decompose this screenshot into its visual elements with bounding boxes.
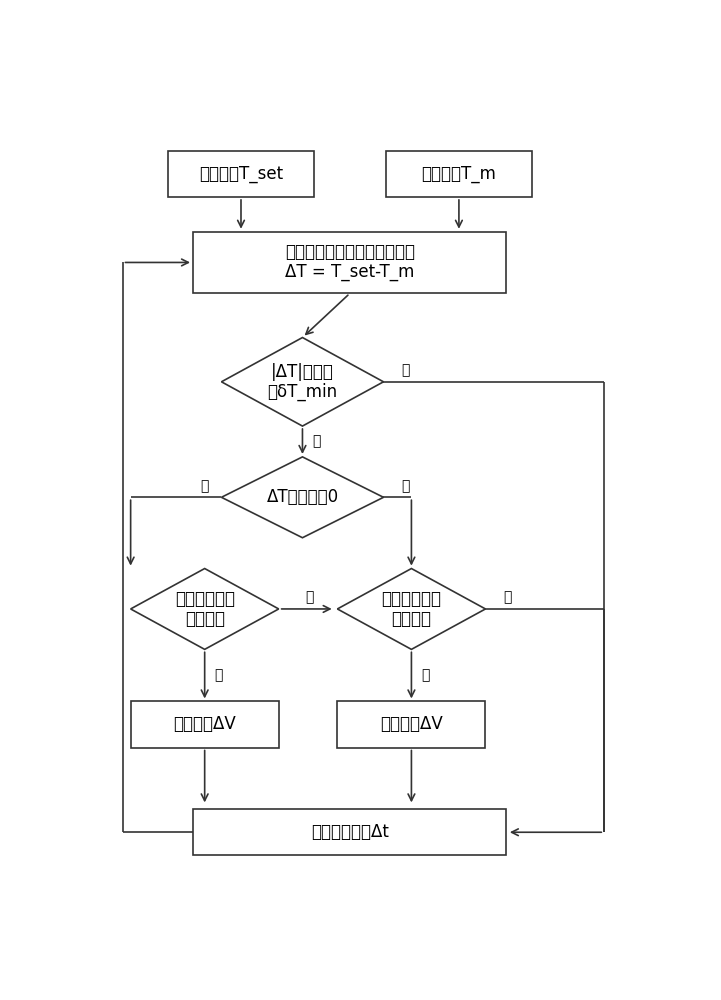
Text: 求取目标室温与测量室温之差: 求取目标室温与测量室温之差 bbox=[285, 243, 415, 261]
Bar bbox=[169, 151, 314, 197]
Text: 否: 否 bbox=[312, 434, 321, 448]
Bar bbox=[193, 232, 506, 293]
Text: 是否最小: 是否最小 bbox=[185, 610, 225, 628]
Text: 于δT_min: 于δT_min bbox=[267, 383, 337, 401]
Text: ΔT是否大于0: ΔT是否大于0 bbox=[266, 488, 339, 506]
Text: 是: 是 bbox=[402, 363, 410, 377]
Text: |ΔT|是否小: |ΔT|是否小 bbox=[271, 363, 334, 381]
Text: 否: 否 bbox=[200, 479, 209, 493]
Text: 目标室温T_set: 目标室温T_set bbox=[199, 165, 283, 183]
Text: 否: 否 bbox=[421, 668, 430, 682]
Text: 是: 是 bbox=[402, 479, 410, 493]
Bar bbox=[337, 701, 485, 748]
Text: 是: 是 bbox=[504, 590, 512, 604]
Polygon shape bbox=[337, 569, 485, 649]
Polygon shape bbox=[221, 457, 384, 538]
Bar bbox=[193, 809, 506, 855]
Text: 是否最大: 是否最大 bbox=[392, 610, 431, 628]
Text: 是: 是 bbox=[305, 590, 314, 604]
Text: 当前阀门开度: 当前阀门开度 bbox=[174, 590, 234, 608]
Bar bbox=[386, 151, 531, 197]
Text: 等待若干时间Δt: 等待若干时间Δt bbox=[311, 823, 389, 841]
Text: 测量室温T_m: 测量室温T_m bbox=[422, 165, 496, 183]
Text: 阀门关小ΔV: 阀门关小ΔV bbox=[173, 715, 236, 733]
Text: 阀门开大ΔV: 阀门开大ΔV bbox=[380, 715, 443, 733]
Text: 否: 否 bbox=[214, 668, 223, 682]
Polygon shape bbox=[221, 338, 384, 426]
Polygon shape bbox=[131, 569, 279, 649]
Text: ΔT = T_set-T_m: ΔT = T_set-T_m bbox=[286, 263, 415, 281]
Bar bbox=[131, 701, 279, 748]
Text: 当前阀门开度: 当前阀门开度 bbox=[381, 590, 441, 608]
